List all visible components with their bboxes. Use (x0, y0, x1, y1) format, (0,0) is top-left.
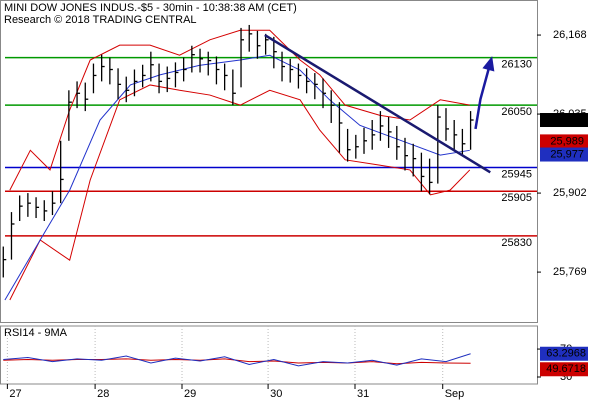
x-tick-label: 28 (97, 388, 109, 400)
trendline (264, 33, 491, 174)
upper-band (9, 29, 470, 191)
rsi-value-box (540, 346, 588, 361)
y-tick-label: 26,168 (553, 29, 587, 41)
x-tick-label: 31 (357, 388, 369, 400)
price-box (540, 134, 588, 149)
x-tick-label: 27 (9, 388, 21, 400)
x-tick-label: Sep (445, 388, 465, 400)
rsi-value-box (540, 362, 588, 377)
chart-title: MINI DOW JONES INDUS.-$5 - 30min - 10:38… (4, 2, 297, 14)
price-panel (0, 0, 538, 323)
rsi-line (3, 353, 471, 367)
moving-average (4, 54, 470, 301)
chart-subtitle: Research © 2018 TRADING CENTRAL (4, 14, 197, 26)
x-tick-label: 29 (184, 388, 196, 400)
level-label: 25945 (501, 168, 532, 180)
level-label: 26050 (501, 106, 532, 118)
level-label: 25905 (501, 192, 532, 204)
rsi-value-label: 63.2968 (546, 348, 586, 360)
rsi-label: RSI14 - 9MA (4, 327, 68, 339)
arrow-head (482, 56, 495, 72)
y-tick-label: 25,902 (553, 187, 587, 199)
price-box (540, 147, 588, 162)
x-tick-label: 30 (270, 388, 282, 400)
price-box-label: 26,025 (550, 114, 584, 126)
y-tick-label: 25,769 (553, 266, 587, 278)
rsi-value-label: 49.6718 (546, 363, 586, 375)
arrow (474, 59, 493, 130)
price-box (540, 113, 588, 128)
price-box-label: 25,977 (550, 148, 584, 160)
rsi-panel (0, 325, 538, 385)
level-label: 25830 (501, 237, 532, 249)
level-label: 26130 (501, 59, 532, 71)
price-box-label: 25,989 (550, 135, 584, 147)
